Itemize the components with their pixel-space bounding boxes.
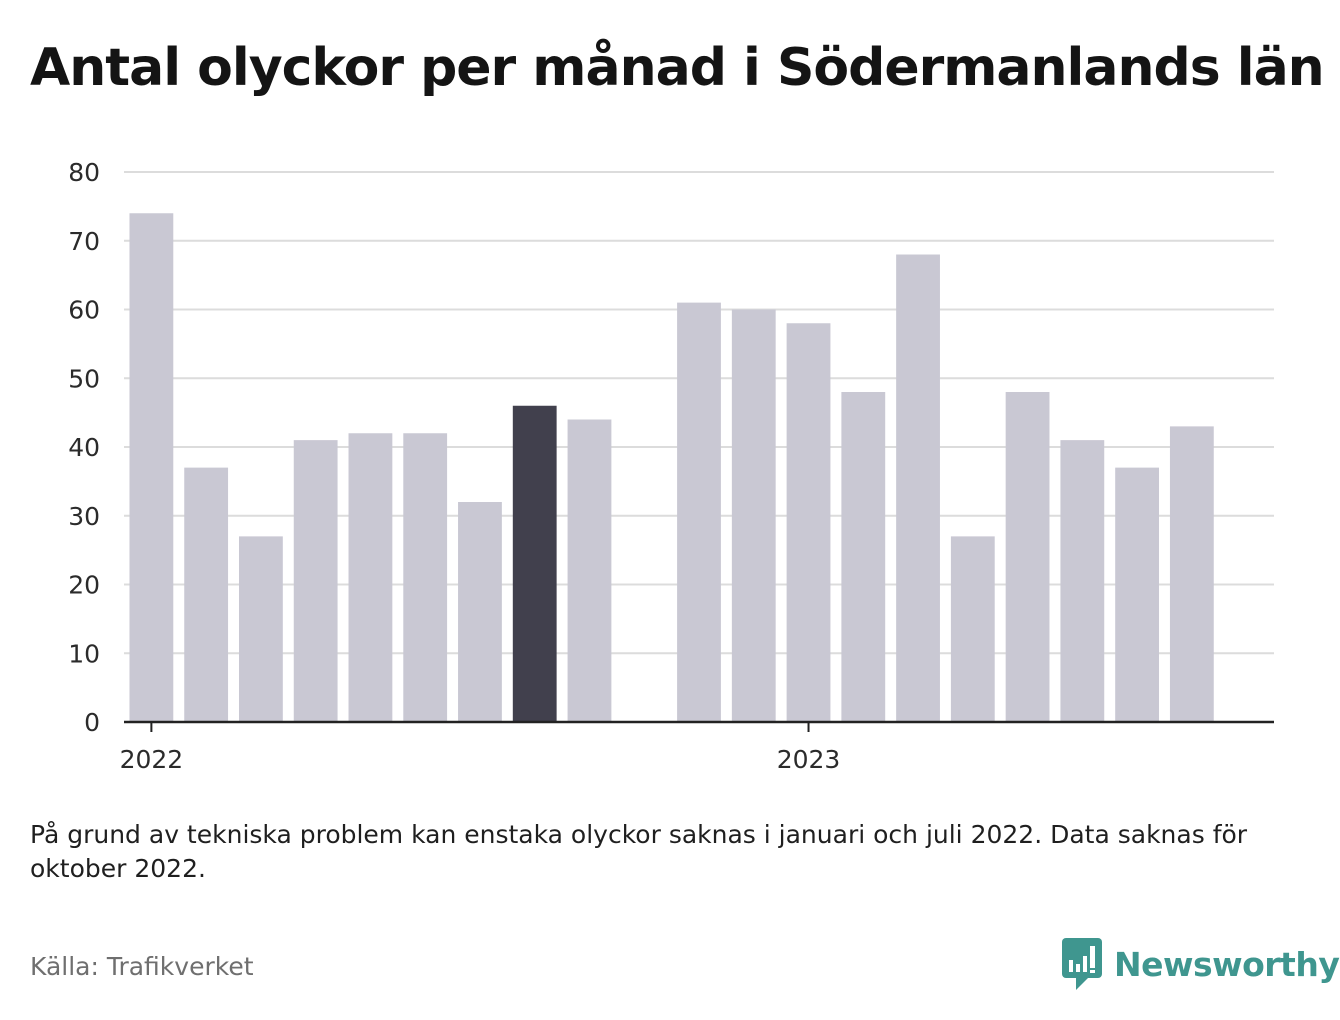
x-tick-label: 2022 [120, 745, 184, 774]
brand-name: Newsworthy [1114, 944, 1340, 984]
y-axis-tick-labels: 0 10 20 30 40 50 60 70 80 [68, 158, 100, 737]
bar-2023-01 [786, 323, 831, 722]
bar-2022-01 [129, 213, 174, 722]
brand-logo[interactable]: Newsworthy [1062, 938, 1340, 990]
newsworthy-logo-icon [1062, 938, 1102, 990]
bar-2022-04 [293, 440, 338, 722]
bar-2022-12 [731, 309, 776, 722]
source-credit: Källa: Trafikverket [30, 952, 254, 981]
bar-2022-06 [403, 433, 448, 722]
bar-2022-07 [458, 502, 502, 722]
bar-2023-05 [1005, 392, 1050, 722]
bar-2022-05 [348, 433, 393, 722]
bars [129, 213, 1214, 722]
bar-2023-04 [950, 536, 995, 722]
bar-2022-08 [512, 405, 557, 722]
y-tick-label: 0 [84, 708, 100, 737]
y-tick-label: 20 [68, 571, 100, 600]
y-tick-label: 30 [68, 502, 100, 531]
bar-2023-03 [896, 254, 940, 722]
x-tick-label: 2023 [777, 745, 841, 774]
y-tick-label: 70 [68, 227, 100, 256]
bar-2022-11 [677, 302, 721, 722]
y-tick-label: 10 [68, 639, 100, 668]
bar-chart: 0 10 20 30 40 50 60 70 80 2022 2023 [68, 158, 1274, 774]
bar-2023-06 [1060, 440, 1105, 722]
x-axis: 2022 2023 [120, 720, 1274, 774]
bar-2022-03 [239, 536, 283, 722]
bar-2022-09 [567, 419, 612, 722]
y-tick-label: 60 [68, 296, 100, 325]
y-tick-label: 50 [68, 364, 100, 393]
bar-2023-07 [1115, 467, 1159, 722]
bar-2023-02 [841, 392, 886, 722]
bar-2022-02 [184, 467, 229, 722]
bar-2023-08 [1169, 426, 1214, 722]
y-tick-label: 80 [68, 158, 100, 187]
y-tick-label: 40 [68, 433, 100, 462]
chart-title: Antal olyckor per månad i Södermanlands … [30, 38, 1325, 98]
chart-note: På grund av tekniska problem kan enstaka… [30, 820, 1248, 883]
